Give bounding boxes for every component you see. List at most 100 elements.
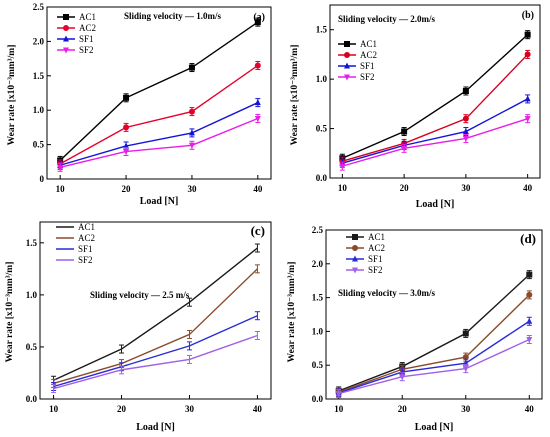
legend-marker	[344, 74, 350, 81]
y-tick-label: 1.0	[312, 326, 324, 336]
y-tick-label: 2.5	[312, 225, 324, 235]
legend-marker	[352, 234, 358, 240]
sliding-velocity-annotation: Sliding velocity — 1.0m/s	[124, 11, 222, 21]
data-point	[254, 99, 261, 106]
panel-label: (c)	[251, 223, 265, 238]
x-tick-label: 20	[398, 404, 408, 414]
y-tick-label: 1.5	[33, 71, 45, 81]
x-axis-label: Load [N]	[415, 422, 454, 433]
series-line	[53, 268, 258, 385]
x-tick-label: 20	[117, 404, 127, 414]
y-tick-label: 0.5	[312, 360, 324, 370]
x-tick-label: 10	[338, 183, 348, 193]
y-tick-label: 0.5	[316, 124, 328, 134]
series-line	[53, 247, 258, 381]
series-line	[342, 118, 528, 167]
legend-marker	[352, 245, 358, 251]
x-tick-label: 40	[523, 183, 533, 193]
series-line	[59, 21, 259, 161]
legend-label: AC1	[79, 12, 96, 22]
y-tick-label: 1.0	[33, 105, 45, 115]
data-point	[401, 145, 408, 152]
series-sf1	[51, 311, 260, 392]
series-line	[342, 34, 529, 159]
legend-label: SF1	[360, 61, 375, 71]
x-tick-label: 10	[56, 184, 66, 194]
data-point	[526, 337, 533, 344]
chart-panel-2: 10 20 30 40 0.0 0.5 1.0 1.5 Load [N] Wear rate [x…	[290, 4, 541, 210]
data-point	[123, 148, 130, 155]
data-point	[254, 115, 261, 122]
data-point	[188, 64, 195, 71]
x-tick-label: 20	[122, 184, 132, 194]
y-axis-label: Wear rate [x10⁻³mm³/m]	[7, 45, 17, 146]
x-axis-label: Load [N]	[136, 422, 175, 433]
series-line	[338, 320, 530, 394]
x-tick-label: 40	[525, 404, 535, 414]
series-line	[53, 334, 258, 390]
x-tick-label: 20	[400, 183, 410, 193]
data-point	[526, 317, 533, 324]
legend-marker	[352, 255, 358, 262]
y-tick-label: 1.0	[316, 74, 328, 84]
legend-label: SF2	[368, 265, 383, 275]
plot-frame	[329, 4, 541, 179]
series-line	[342, 98, 528, 164]
x-tick-label: 40	[253, 184, 263, 194]
data-point	[462, 366, 469, 373]
panel-label: (b)	[522, 10, 534, 21]
panel-label: (d)	[520, 231, 536, 246]
series-line	[59, 101, 259, 166]
y-tick-label: 1.5	[316, 25, 328, 35]
data-point	[462, 330, 469, 337]
legend-marker	[352, 267, 358, 274]
plot-frame	[46, 6, 272, 180]
y-tick-label: 0.0	[312, 394, 324, 404]
series-line	[338, 274, 530, 392]
sliding-velocity-annotation: Sliding velocity — 2.5 m/s	[90, 290, 190, 300]
data-point	[188, 108, 195, 115]
sliding-velocity-annotation: Sliding velocity — 3.0m/s	[338, 288, 436, 298]
y-tick-label: 2.0	[33, 36, 45, 46]
data-point	[57, 164, 64, 171]
y-axis-label: Wear rate [x10⁻³mm³/m]	[290, 45, 300, 146]
data-point	[188, 142, 195, 149]
panel-label: (a)	[253, 12, 265, 23]
data-point	[526, 291, 533, 298]
series-line	[342, 53, 529, 162]
legend-label: AC2	[368, 243, 385, 253]
legend-label: SF2	[79, 45, 94, 55]
legend-label: AC2	[79, 23, 96, 33]
legend-marker	[63, 14, 69, 20]
chart-panel-3: 10 20 30 40 0.0 0.5 1.0 1.5 Load [N] Wear rate [x…	[5, 221, 272, 433]
data-point	[462, 88, 469, 95]
chart-panel-4: 10 20 30 40 0.0 0.5 1.0 1.5 2.0 2.5 Load [N] Wear r…	[287, 225, 543, 433]
data-point	[462, 115, 469, 122]
data-point	[254, 19, 261, 26]
y-tick-label: 0.0	[26, 394, 38, 404]
data-point	[339, 163, 346, 170]
data-point	[399, 374, 406, 381]
series-sf2	[335, 335, 533, 399]
y-tick-label: 1.0	[26, 290, 38, 300]
legend-label: AC2	[78, 233, 95, 243]
x-tick-label: 10	[49, 404, 59, 414]
legend-label: SF1	[79, 34, 94, 44]
series-sf2	[51, 330, 260, 394]
y-tick-label: 0.5	[26, 342, 38, 352]
sliding-velocity-annotation: Sliding velocity — 2.0m/s	[338, 14, 436, 24]
series-ac1	[51, 243, 260, 385]
legend-marker	[63, 47, 69, 54]
x-tick-label: 10	[334, 404, 344, 414]
data-point	[462, 128, 469, 135]
y-tick-label: 2.5	[33, 2, 45, 12]
data-point	[123, 94, 130, 101]
series-sf2	[57, 113, 261, 172]
legend-label: SF1	[78, 244, 93, 254]
y-tick-label: 1.5	[312, 293, 324, 303]
legend-marker	[344, 52, 350, 58]
legend-marker	[63, 25, 69, 31]
